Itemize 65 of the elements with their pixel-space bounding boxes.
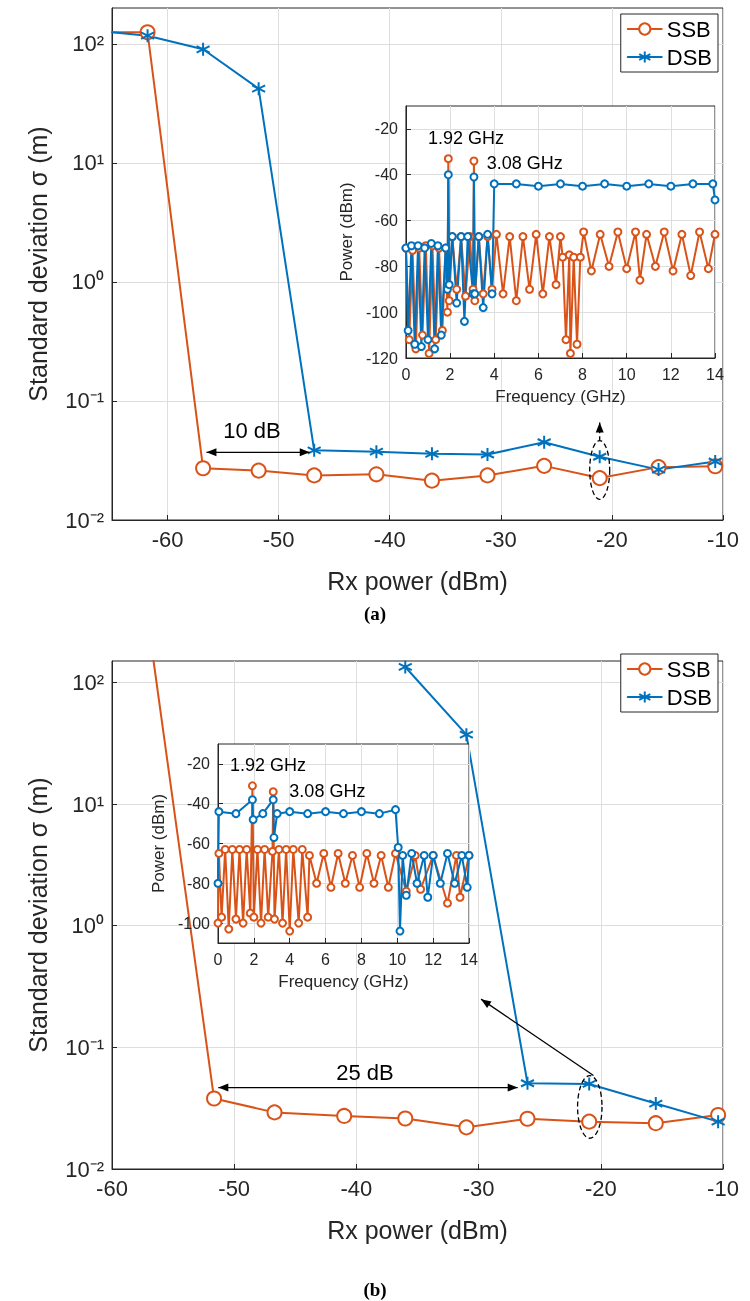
legend-label: DSB [666, 44, 713, 70]
x-axis-title: Frequency (GHz) [278, 972, 409, 991]
x-tick-label: -20 [596, 526, 628, 552]
legend-label: SSB [666, 656, 711, 682]
y-tick-label: 10¹ [72, 791, 104, 817]
y-tick-label: -40 [374, 166, 399, 184]
x-tick-label: 2 [249, 950, 259, 968]
x-tick-label: 12 [661, 365, 680, 383]
y-tick-label: -80 [186, 874, 211, 892]
x-tick-label: -10 [707, 526, 739, 552]
x-tick-label: 8 [356, 950, 366, 968]
x-tick-label: -10 [707, 1175, 739, 1201]
annotation: 3.08 GHz [289, 780, 366, 801]
x-tick-label: -40 [340, 1175, 373, 1201]
x-axis-title: Rx power (dBm) [327, 566, 508, 595]
y-tick-label: 10⁻² [65, 507, 104, 533]
y-axis-title: Standard deviation σ (m) [23, 126, 52, 402]
x-tick-label: 14 [706, 365, 724, 383]
x-tick-label: -30 [484, 526, 517, 552]
y-tick-label: 10⁻¹ [65, 1034, 104, 1060]
x-tick-label: 14 [460, 950, 478, 968]
y-tick-label: 10⁰ [71, 269, 104, 295]
x-tick-label: 4 [285, 950, 295, 968]
x-tick-label: 10 [388, 950, 407, 968]
y-axis-title: Standard deviation σ (m) [23, 777, 52, 1053]
y-axis-title: Power (dBm) [149, 793, 169, 894]
x-tick-label: 8 [578, 365, 588, 383]
text: (a) [363, 603, 387, 625]
x-tick-label: 6 [321, 950, 331, 968]
y-tick-label: -100 [365, 303, 399, 321]
x-tick-label: -60 [151, 526, 184, 552]
x-axis-title: Frequency (GHz) [495, 387, 626, 406]
y-tick-label: -20 [374, 120, 399, 138]
x-tick-label: -20 [584, 1175, 617, 1201]
text: (b) [363, 1279, 387, 1301]
y-tick-label: 10⁰ [71, 913, 104, 939]
x-tick-label: 12 [424, 950, 443, 968]
x-tick-label: 4 [489, 365, 499, 383]
x-tick-label: 2 [445, 365, 455, 383]
x-axis-title: Rx power (dBm) [327, 1215, 508, 1244]
x-tick-label: 0 [401, 365, 411, 383]
y-tick-label: -60 [186, 835, 211, 852]
y-tick-label: -120 [365, 349, 399, 367]
annotation: 10 dB [223, 418, 281, 444]
legend-label: DSB [666, 684, 713, 710]
x-tick-label: 10 [617, 365, 636, 383]
y-tick-label: -60 [374, 212, 399, 230]
x-tick-label: -50 [262, 526, 295, 552]
legend-label: SSB [666, 16, 711, 42]
annotation: 3.08 GHz [486, 153, 563, 174]
annotation: 1.92 GHz [428, 128, 505, 149]
y-tick-label: 10² [72, 31, 104, 57]
y-tick-label: 10⁻¹ [65, 388, 104, 414]
x-tick-label: 0 [213, 950, 223, 968]
y-tick-label: 10² [72, 669, 104, 695]
x-tick-label: 6 [533, 365, 543, 383]
x-tick-label: -50 [218, 1175, 251, 1201]
annotation: 1.92 GHz [230, 754, 307, 775]
y-axis-title: Power (dBm) [337, 182, 356, 282]
y-tick-label: -20 [186, 755, 211, 773]
y-tick-label: -80 [374, 257, 399, 275]
x-tick-label: -30 [462, 1175, 495, 1201]
y-tick-label: 10¹ [72, 150, 104, 176]
y-tick-label: -40 [186, 795, 211, 813]
annotation: 25 dB [336, 1059, 394, 1085]
